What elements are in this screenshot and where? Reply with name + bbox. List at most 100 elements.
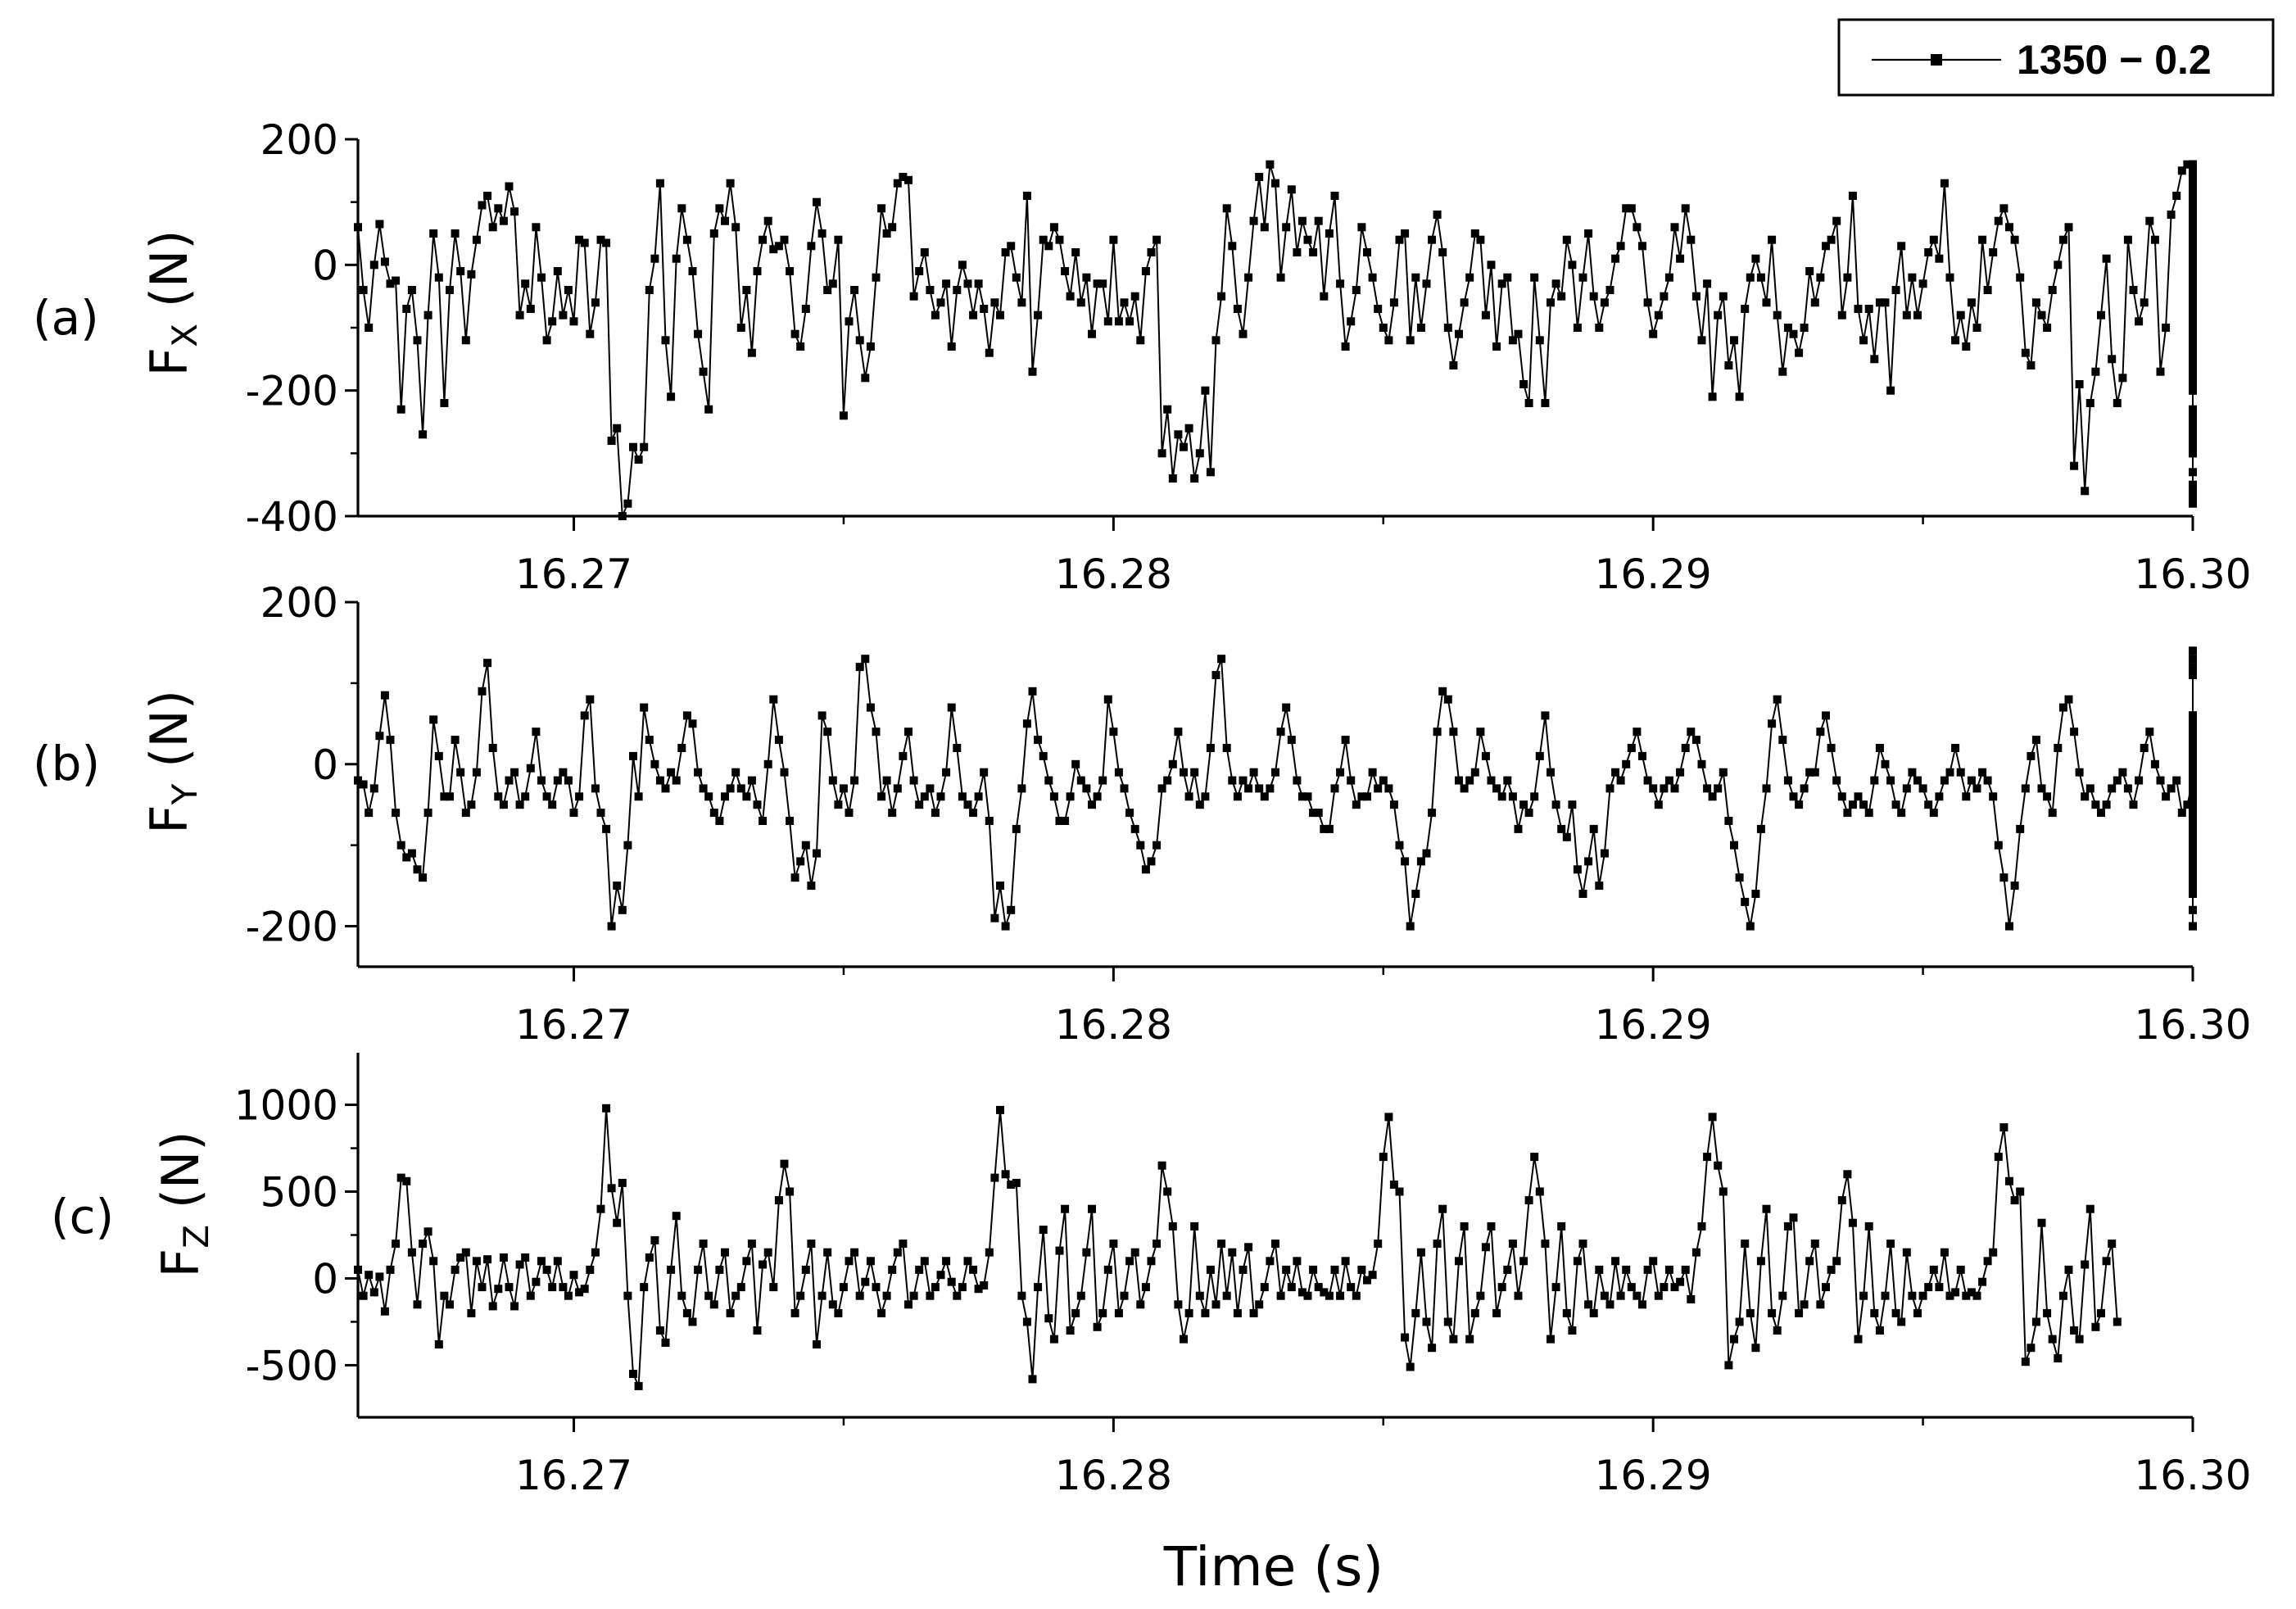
data-point [1428, 809, 1437, 818]
data-point [1201, 1308, 1210, 1317]
data-point [1967, 776, 1976, 785]
data-point [2081, 792, 2090, 801]
data-point [359, 780, 368, 789]
data-point [1347, 776, 1356, 785]
data-point [461, 1248, 470, 1257]
data-point [1918, 784, 1927, 793]
data-point [1244, 1243, 1253, 1252]
data-point [931, 809, 940, 818]
data-point [2054, 1354, 2063, 1362]
data-point [1843, 273, 1852, 282]
data-point [877, 1308, 886, 1317]
data-point [828, 279, 837, 288]
data-point [564, 1291, 573, 1300]
data-point [1681, 204, 1690, 213]
data-point [1611, 254, 1620, 263]
data-point [2189, 336, 2197, 345]
data-point [1730, 1335, 1738, 1344]
data-point [1303, 235, 1312, 244]
data-point [1114, 317, 1123, 326]
data-point [839, 411, 848, 420]
data-point [1902, 1248, 1911, 1257]
data-point [1190, 768, 1199, 777]
data-point [807, 882, 816, 891]
data-point [672, 254, 681, 263]
data-point [845, 317, 854, 326]
data-point [483, 192, 492, 200]
data-point [354, 1265, 362, 1274]
data-point [1190, 474, 1199, 483]
data-point [1276, 727, 1285, 737]
data-point [2070, 461, 2079, 470]
data-point [855, 1291, 864, 1300]
y-tick-label: -400 [246, 493, 338, 541]
data-point [1832, 776, 1841, 785]
data-point [1547, 1335, 1555, 1344]
data-point [2189, 817, 2197, 825]
data-point [1044, 242, 1053, 251]
data-point [2091, 800, 2100, 809]
data-point [742, 792, 751, 801]
y-axis-label-b-unit: (N) [139, 690, 199, 783]
data-point [1470, 1308, 1479, 1317]
data-point [1940, 179, 1949, 188]
data-point [1449, 1335, 1458, 1344]
data-point [655, 776, 664, 785]
data-point [790, 1308, 799, 1317]
data-point [2048, 1335, 2057, 1344]
data-point [747, 1240, 756, 1249]
data-point [1535, 336, 1544, 345]
data-point [1287, 1283, 1296, 1292]
data-point [2189, 905, 2197, 914]
data-point [1584, 857, 1593, 866]
data-point [2189, 468, 2197, 477]
data-point [694, 1265, 703, 1274]
data-point [715, 204, 724, 213]
data-point [380, 691, 389, 700]
data-point [942, 1257, 951, 1266]
data-point [1125, 809, 1134, 818]
data-point [1222, 1291, 1231, 1300]
y-tick-label: 0 [312, 1255, 338, 1303]
data-point [1999, 873, 2008, 882]
data-point [2043, 792, 2052, 801]
data-point [915, 1265, 924, 1274]
data-point [2102, 254, 2111, 263]
data-point [1217, 1240, 1226, 1249]
data-point [786, 1187, 795, 1196]
data-point [1228, 1248, 1237, 1257]
data-point [613, 1218, 622, 1227]
data-point [985, 348, 994, 357]
y-axis-label-b-sub: Y [165, 783, 205, 805]
data-point [2189, 192, 2197, 200]
data-point [1816, 273, 1825, 282]
data-point [2150, 759, 2159, 768]
data-point [1870, 355, 1879, 364]
data-point [580, 1285, 589, 1294]
data-point [354, 223, 362, 232]
data-point [591, 298, 600, 307]
data-point [1524, 399, 1533, 407]
data-point [553, 776, 562, 785]
data-point [2005, 223, 2013, 232]
data-point [817, 711, 826, 720]
data-point [526, 305, 535, 313]
data-point [2162, 792, 2171, 801]
data-point [2140, 298, 2149, 307]
data-point [1616, 242, 1625, 251]
data-point [872, 727, 881, 737]
data-point [2005, 922, 2013, 931]
data-point [715, 1265, 724, 1274]
data-point [1951, 336, 1960, 345]
data-point [1341, 1257, 1350, 1266]
data-point [877, 792, 886, 801]
data-point [899, 1240, 908, 1249]
data-point [1703, 279, 1712, 288]
data-point [537, 1257, 546, 1266]
data-point [1007, 905, 1016, 914]
data-point [1600, 1291, 1609, 1300]
data-point [1012, 1178, 1021, 1187]
data-point [369, 784, 378, 793]
data-point [1352, 286, 1361, 294]
data-point [451, 1265, 460, 1274]
